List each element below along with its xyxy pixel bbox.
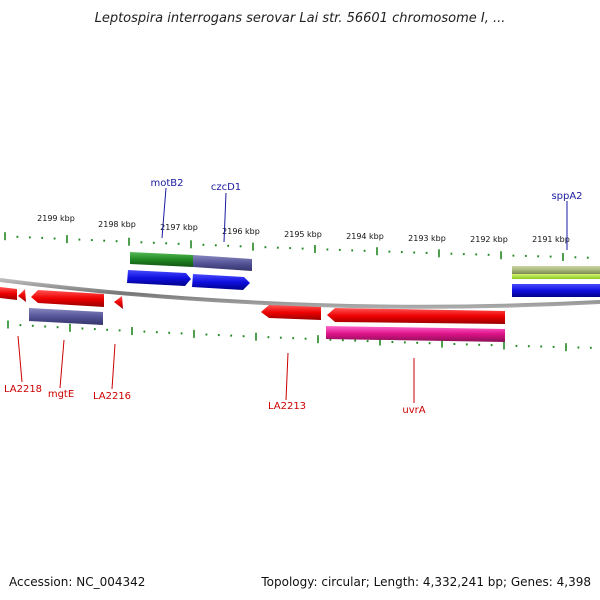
tick-label: 2194 kbp — [346, 232, 384, 241]
tick-label: 2198 kbp — [98, 220, 136, 229]
tick-label: 2193 kbp — [408, 234, 446, 243]
gene-label-LA2213[interactable]: LA2213 — [268, 401, 306, 412]
gene-feature-sppA2-olive[interactable] — [512, 266, 600, 274]
map-title: Leptospira interrogans serovar Lai str. … — [95, 11, 506, 26]
accession-text: Accession: NC_004342 — [9, 575, 145, 589]
gene-label-motB2[interactable]: motB2 — [150, 178, 183, 189]
gene-feature-motB2[interactable] — [130, 252, 193, 267]
gene-arrow-sppA2[interactable] — [512, 284, 600, 297]
tick-label: 2195 kbp — [284, 230, 322, 239]
gene-arrow-mgtE[interactable] — [31, 290, 104, 307]
chromosome-backbone — [0, 278, 600, 309]
gene-label-sppA2[interactable]: sppA2 — [551, 191, 582, 202]
gene-arrow-motB2[interactable] — [127, 270, 191, 286]
gene-arrow-uvrA[interactable] — [327, 308, 505, 324]
leader-line-czcD1 — [223, 192, 227, 243]
bottom-gene-labels: LA2218 mgtE LA2216 LA2213 uvrA — [4, 335, 426, 416]
gene-label-LA2218[interactable]: LA2218 — [4, 384, 42, 395]
tick-label: 2192 kbp — [470, 235, 508, 244]
tick-label: 2196 kbp — [222, 227, 260, 236]
tick-label: 2197 kbp — [160, 223, 198, 232]
gene-arrow-czcD1[interactable] — [192, 274, 250, 290]
gene-label-mgtE[interactable]: mgtE — [48, 389, 74, 400]
gene-feature-uvrA-pink[interactable] — [326, 326, 505, 342]
leader-line-motB2 — [161, 187, 167, 239]
tick-label: 2199 kbp — [37, 214, 75, 223]
leader-line-LA2216 — [111, 343, 116, 390]
gene-arrow-LA2213[interactable] — [261, 305, 321, 320]
gene-feature-czcD1-region[interactable] — [193, 255, 252, 271]
lower-strand-genes — [0, 287, 505, 342]
leader-line-LA2213 — [285, 352, 289, 401]
gene-feature-sppA2-yellow[interactable] — [512, 274, 600, 279]
gene-label-uvrA[interactable]: uvrA — [402, 405, 425, 416]
tick-labels: 2199 kbp 2198 kbp 2197 kbp 2196 kbp 2195… — [37, 214, 570, 244]
upper-strand-genes — [127, 252, 600, 297]
top-gene-labels: motB2 czcD1 sppA2 — [150, 178, 583, 250]
gene-arrow-LA2218[interactable] — [0, 287, 17, 300]
gene-label-czcD1[interactable]: czcD1 — [211, 182, 241, 193]
leader-line-mgtE — [59, 339, 65, 389]
gene-feature-mgtE-purple[interactable] — [29, 308, 103, 325]
topology-text: Topology: circular; Length: 4,332,241 bp… — [260, 575, 591, 589]
tick-label: 2191 kbp — [532, 235, 570, 244]
lower-tick-track — [7, 320, 592, 352]
leader-line-LA2218 — [17, 335, 23, 383]
gene-arrow-LA2216[interactable] — [114, 296, 123, 309]
gene-arrow-LA2218-head[interactable] — [18, 289, 26, 302]
gene-label-LA2216[interactable]: LA2216 — [93, 391, 131, 402]
coordinate-tick-track — [4, 232, 589, 261]
